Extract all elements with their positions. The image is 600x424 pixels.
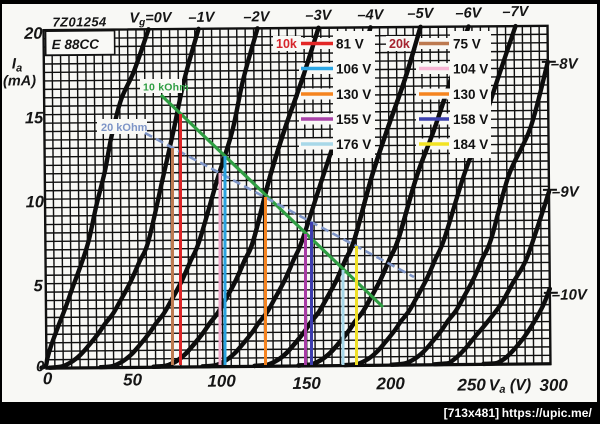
- svg-text:E 88CC: E 88CC: [52, 37, 100, 52]
- svg-text:–5V: –5V: [407, 6, 434, 22]
- svg-text:184 V: 184 V: [453, 137, 488, 152]
- svg-text:–2V: –2V: [243, 9, 270, 25]
- svg-text:(mA): (mA): [3, 73, 36, 89]
- svg-text:50: 50: [123, 370, 143, 389]
- svg-text:Va (V): Va (V): [489, 377, 532, 396]
- svg-text:–8V: –8V: [551, 56, 580, 73]
- svg-text:100: 100: [207, 372, 236, 391]
- svg-text:150: 150: [292, 374, 321, 393]
- svg-text:–6V: –6V: [455, 5, 482, 21]
- svg-text:20: 20: [23, 25, 43, 43]
- svg-text:75 V: 75 V: [453, 37, 481, 52]
- svg-text:Ia: Ia: [12, 55, 22, 74]
- svg-text:250: 250: [456, 375, 486, 394]
- svg-text:10: 10: [26, 193, 45, 211]
- svg-text:–9V: –9V: [552, 184, 581, 201]
- svg-text:300: 300: [539, 376, 568, 395]
- svg-text:10 kOhm: 10 kOhm: [143, 82, 189, 94]
- svg-text:–4V: –4V: [357, 7, 384, 23]
- svg-text:5: 5: [34, 277, 44, 295]
- svg-text:Vg=0V: Vg=0V: [129, 10, 172, 28]
- svg-text:130 V: 130 V: [453, 87, 488, 102]
- svg-text:–1V: –1V: [188, 10, 215, 26]
- svg-text:81 V: 81 V: [336, 37, 364, 52]
- svg-text:200: 200: [375, 374, 405, 393]
- svg-text:106 V: 106 V: [336, 62, 371, 77]
- svg-text:0: 0: [43, 369, 53, 388]
- svg-text:20 kOhm: 20 kOhm: [101, 122, 148, 134]
- svg-text:176 V: 176 V: [336, 137, 371, 152]
- svg-text:155 V: 155 V: [336, 112, 371, 127]
- svg-text:7Z01254: 7Z01254: [52, 14, 107, 29]
- svg-text:15: 15: [25, 109, 44, 127]
- svg-text:104 V: 104 V: [453, 62, 488, 77]
- svg-text:10k: 10k: [276, 37, 297, 51]
- svg-text:130 V: 130 V: [336, 87, 371, 102]
- svg-text:0: 0: [36, 358, 45, 375]
- svg-text:20k: 20k: [389, 37, 410, 51]
- svg-text:158 V: 158 V: [453, 112, 488, 127]
- svg-text:–7V: –7V: [502, 4, 529, 20]
- svg-text:–10V: –10V: [552, 286, 589, 303]
- svg-text:–3V: –3V: [305, 8, 332, 24]
